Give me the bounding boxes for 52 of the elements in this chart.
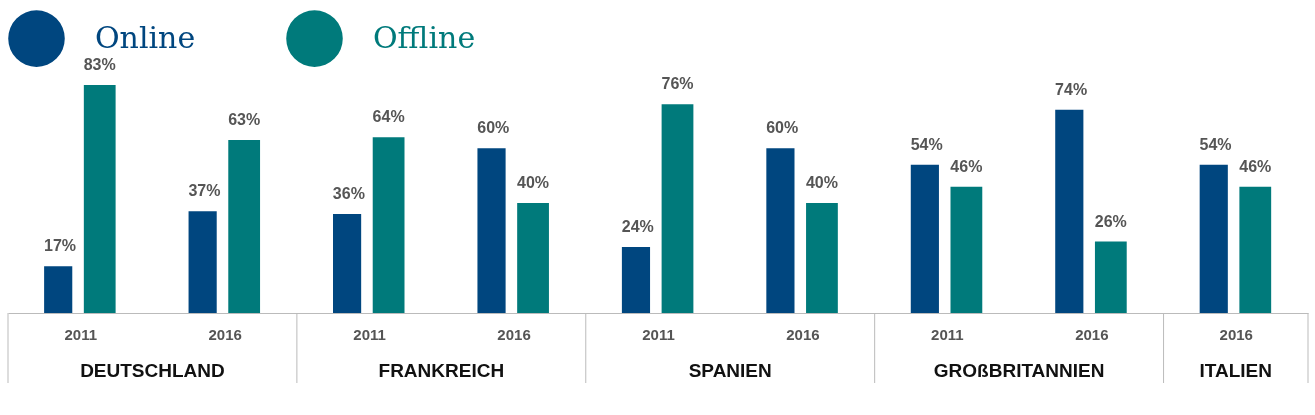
text: FRANKREICH <box>378 360 505 381</box>
text: ITALIEN <box>1199 360 1273 381</box>
data-label: 26% <box>1094 212 1127 230</box>
x-tick-label: 2016 <box>208 325 242 343</box>
data-label: 54% <box>910 135 943 153</box>
bar <box>83 85 116 313</box>
bar <box>1094 241 1127 313</box>
data-label: 54% <box>1199 135 1232 153</box>
bar <box>950 186 983 313</box>
legend-label: Online <box>95 19 196 55</box>
data-label: 60% <box>766 119 799 137</box>
bar <box>477 148 506 313</box>
x-tick-label: 2016 <box>786 325 820 343</box>
text: SPANIEN <box>688 360 772 381</box>
x-tick-label: 2016 <box>1075 325 1109 343</box>
x-tick-label: 2011 <box>642 325 675 343</box>
bar <box>517 203 549 313</box>
data-label: 83% <box>83 56 116 73</box>
x-tick-label: 2011 <box>931 325 964 343</box>
bar <box>188 211 217 313</box>
data-label: 37% <box>188 182 221 200</box>
data-label: 46% <box>950 157 983 175</box>
x-tick-label: 2016 <box>497 325 531 343</box>
bar <box>1239 186 1272 313</box>
data-label: 64% <box>372 108 405 126</box>
text: DEUTSCHLAND <box>80 360 225 381</box>
data-label: 60% <box>477 119 510 137</box>
bar <box>1199 164 1228 313</box>
bar <box>372 137 405 313</box>
bar <box>766 148 795 313</box>
data-label: 40% <box>517 174 550 192</box>
text: GROßBRITANNIEN <box>933 360 1105 381</box>
data-label: 63% <box>228 110 261 128</box>
bar <box>1055 109 1084 313</box>
legend-label: Offline <box>373 19 476 55</box>
bar <box>621 247 651 313</box>
bar <box>44 266 73 313</box>
x-tick-label: 2011 <box>353 325 386 343</box>
x-tick-label: 2016 <box>1219 325 1253 343</box>
bar <box>228 139 261 313</box>
bar <box>333 214 362 313</box>
data-label: 36% <box>332 185 365 203</box>
data-label: 46% <box>1239 157 1272 175</box>
data-label: 76% <box>661 75 694 93</box>
data-label: 17% <box>43 237 77 255</box>
bar <box>661 104 694 313</box>
x-tick-label: 2011 <box>64 325 97 343</box>
data-label: 40% <box>805 174 838 192</box>
bar <box>806 203 838 313</box>
data-label: 24% <box>621 218 654 236</box>
bar <box>910 164 939 313</box>
data-label: 74% <box>1055 80 1088 98</box>
